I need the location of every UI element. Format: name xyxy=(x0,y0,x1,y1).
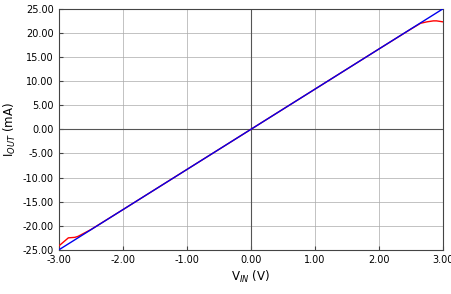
X-axis label: V$_{IN}$ (V): V$_{IN}$ (V) xyxy=(231,269,270,285)
Y-axis label: I$_{OUT}$ (mA): I$_{OUT}$ (mA) xyxy=(2,102,18,157)
